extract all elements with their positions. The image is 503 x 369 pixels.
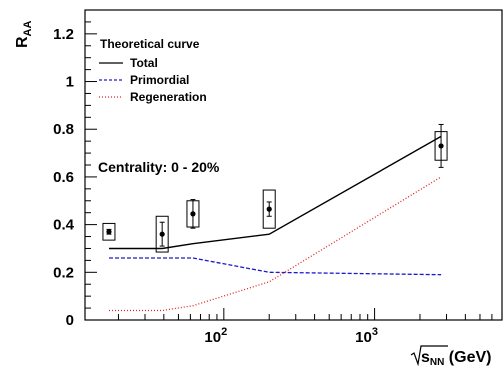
data-point bbox=[266, 206, 272, 212]
series-line-total bbox=[109, 135, 442, 250]
y-tick-label: 0.6 bbox=[53, 169, 74, 186]
y-axis-title: RAA bbox=[14, 20, 34, 48]
y-tick-label: 0 bbox=[66, 312, 74, 329]
data-point bbox=[159, 231, 165, 237]
y-tick-label: 0.2 bbox=[53, 264, 74, 281]
x-tick-label: 102 bbox=[204, 326, 227, 346]
data-point bbox=[438, 143, 444, 149]
y-axis-title-sub: AA bbox=[22, 20, 34, 36]
systematic-box bbox=[102, 222, 116, 241]
series-layer bbox=[109, 135, 442, 312]
sqrt-symbol bbox=[410, 345, 448, 367]
series-line-primordial bbox=[109, 257, 442, 276]
x-axis-title-unit: (GeV) bbox=[444, 349, 491, 366]
svg-text:sNN (GeV): sNN (GeV) bbox=[421, 349, 491, 368]
data-point bbox=[106, 229, 112, 235]
legend-label-primordial: Primordial bbox=[130, 73, 189, 87]
systematic-box bbox=[155, 215, 169, 253]
legend-title: Theoretical curve bbox=[100, 37, 200, 51]
legend-label-regeneration: Regeneration bbox=[130, 90, 207, 104]
x-tick-label: 103 bbox=[355, 326, 378, 346]
legend: Theoretical curve Total Primordial Regen… bbox=[99, 37, 207, 104]
y-tick-label: 1.2 bbox=[53, 26, 74, 43]
x-axis-title-arg: s bbox=[421, 349, 430, 366]
systematic-box bbox=[262, 189, 276, 229]
x-axis-title: sNN (GeV) bbox=[410, 345, 491, 368]
axes: 0 0.2 0.4 0.6 0.8 1 1.2 102 103 bbox=[53, 9, 503, 346]
y-tick-label: 1 bbox=[66, 74, 74, 91]
measurement-layer bbox=[102, 123, 448, 253]
y-axis-title-main: R bbox=[14, 36, 31, 48]
data-point bbox=[190, 211, 196, 217]
centrality-annotation: Centrality: 0 - 20% bbox=[98, 159, 220, 175]
series-line-regeneration bbox=[109, 176, 442, 312]
y-tick-label: 0.4 bbox=[53, 217, 75, 234]
x-axis-title-sub: NN bbox=[430, 357, 444, 368]
legend-label-total: Total bbox=[130, 56, 158, 70]
y-tick-label: 0.8 bbox=[53, 121, 74, 138]
